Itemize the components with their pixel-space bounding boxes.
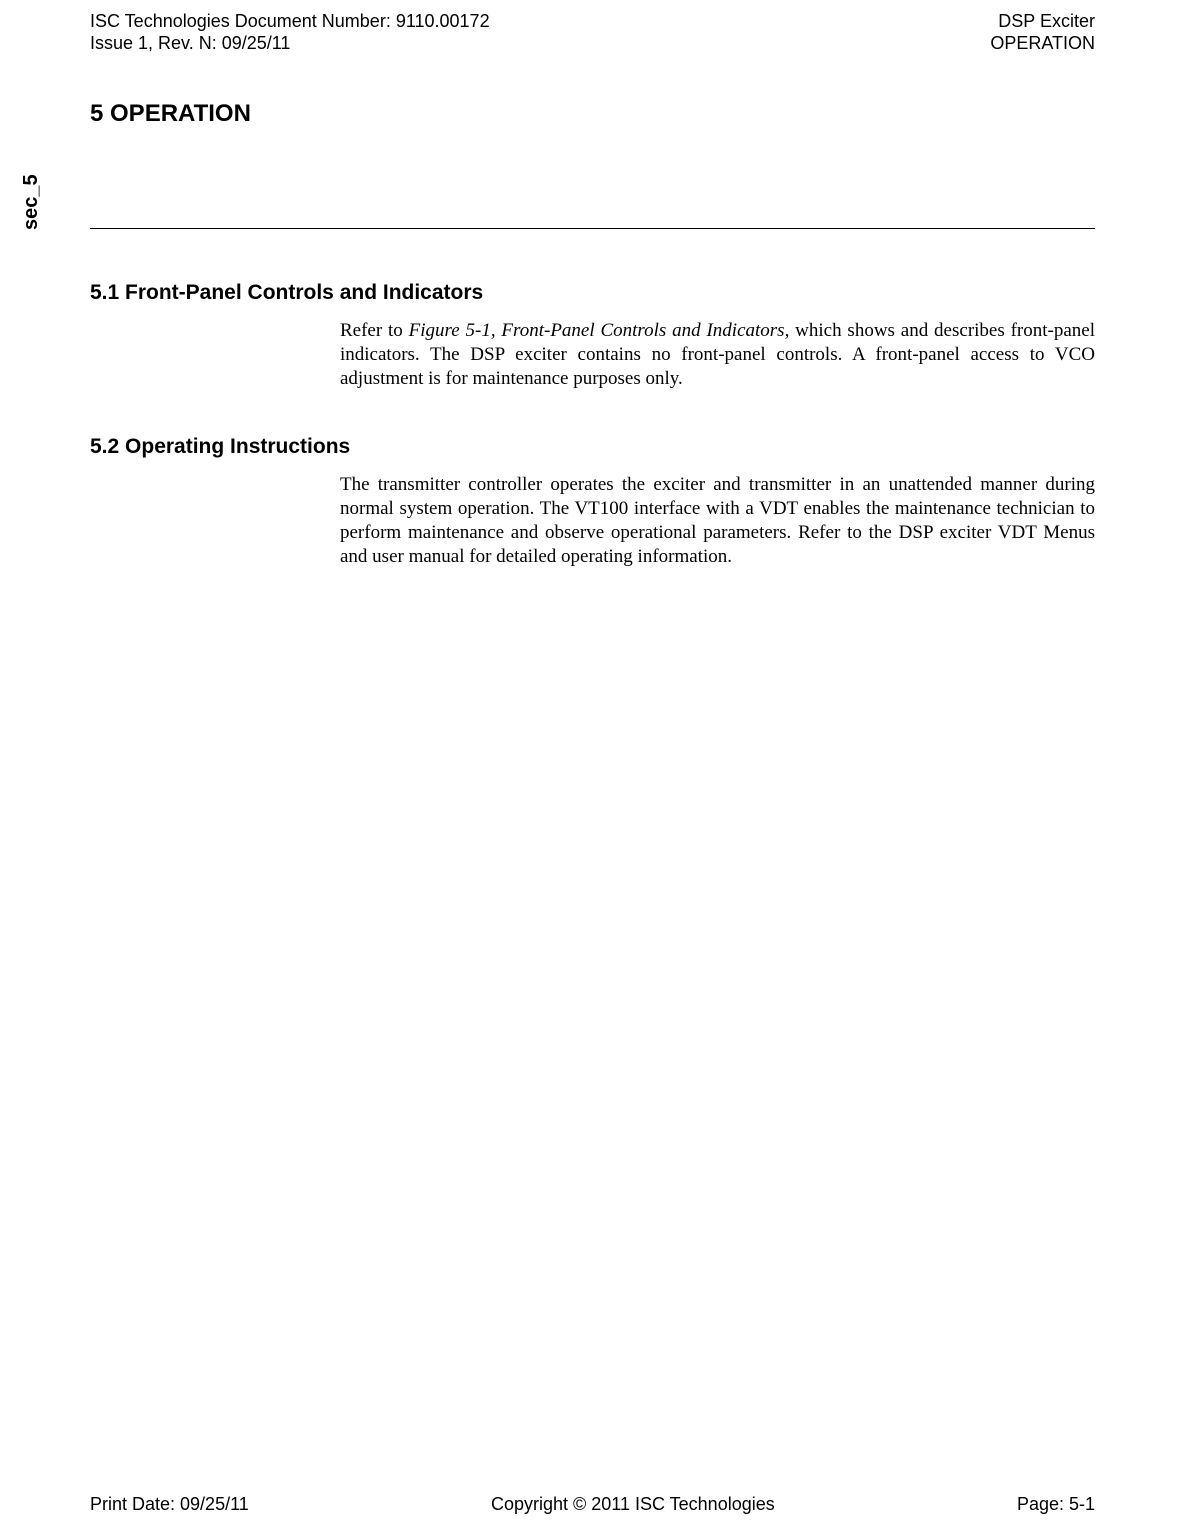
page-footer: Print Date: 09/25/11 Copyright © 2011 IS… [90, 1494, 1095, 1515]
page-content: ISC Technologies Document Number: 9110.0… [90, 10, 1095, 1527]
section-name: OPERATION [990, 32, 1095, 54]
doc-number: ISC Technologies Document Number: 9110.0… [90, 10, 490, 32]
footer-copyright: Copyright © 2011 ISC Technologies [491, 1494, 775, 1515]
divider [90, 228, 1095, 229]
body-text: The transmitter controller operates the … [340, 474, 1095, 567]
chapter-title: 5 OPERATION [90, 100, 1095, 128]
section-5-2-heading: 5.2 Operating Instructions [90, 435, 1095, 459]
figure-reference: Figure 5-1, Front-Panel Controls and Ind… [409, 320, 790, 341]
section-5-2-body: The transmitter controller operates the … [340, 473, 1095, 569]
footer-print-date: Print Date: 09/25/11 [90, 1494, 249, 1515]
section-5-1-body: Refer to Figure 5-1, Front-Panel Control… [340, 319, 1095, 391]
issue-rev: Issue 1, Rev. N: 09/25/11 [90, 32, 290, 54]
page-header: ISC Technologies Document Number: 9110.0… [90, 10, 1095, 54]
product-name: DSP Exciter [998, 10, 1095, 32]
body-text: Refer to [340, 320, 409, 341]
footer-page-number: Page: 5-1 [1017, 1494, 1095, 1515]
section-5-1-heading: 5.1 Front-Panel Controls and Indicators [90, 281, 1095, 305]
section-tab: sec_5 [20, 174, 43, 230]
